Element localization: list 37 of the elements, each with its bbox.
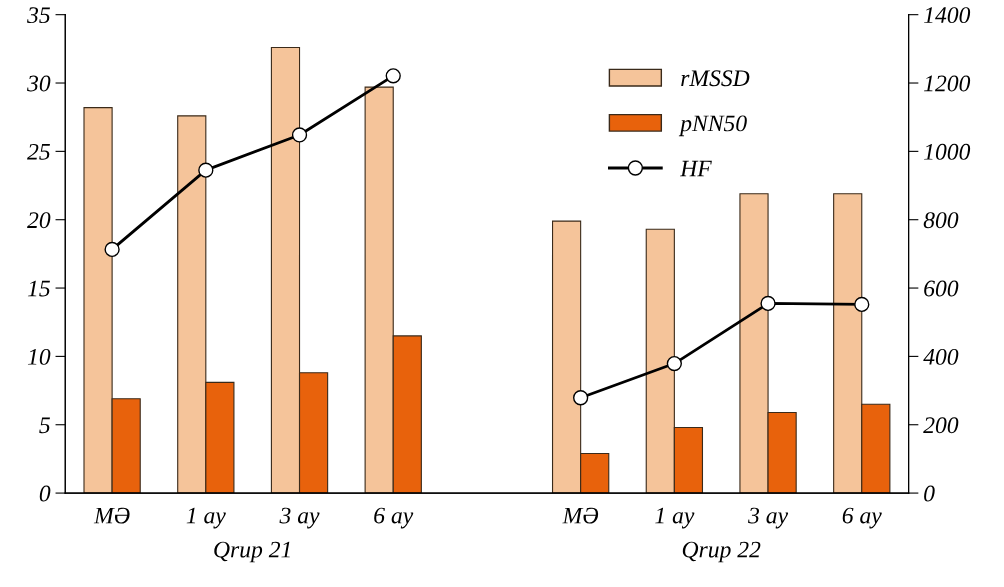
x-tick-label: 1 ay [655, 507, 695, 529]
y2-tick-label: 1000 [924, 143, 971, 160]
point [104, 241, 120, 258]
y-tick-label: 20 [27, 212, 51, 229]
point [291, 127, 308, 143]
y2-tick-label: 800 [923, 212, 959, 229]
y-tick-label: 35 [27, 7, 50, 24]
text: Qrup 22 [682, 541, 761, 563]
y-tick-label: 5 [39, 417, 50, 434]
x-tick-label: MƏ [93, 507, 130, 524]
point [198, 162, 214, 178]
y-tick-label: 30 [27, 75, 51, 92]
point [385, 68, 401, 84]
point [854, 296, 870, 313]
x-tick-label: MƏ [562, 507, 599, 524]
x-tick-label: 6 ay [842, 507, 882, 529]
y2-tick-label: 600 [924, 280, 959, 297]
legend-label: rMSSD [681, 70, 750, 87]
x-tick-label: 6 ay [374, 507, 414, 529]
legend-label: HF [679, 160, 712, 177]
point [666, 355, 682, 372]
y-tick-label: 15 [27, 280, 50, 297]
y-tick-label: 0 [39, 485, 51, 502]
y-tick-label: 10 [27, 348, 51, 365]
y2-tick-label: 200 [923, 417, 959, 434]
y2-tick-label: 1200 [924, 75, 971, 92]
text: Qrup 21 [214, 541, 290, 563]
point [573, 390, 589, 406]
y-tick-label: 25 [27, 143, 50, 160]
point [760, 295, 776, 312]
y2-tick-label: 0 [924, 485, 935, 502]
x-tick-label: 1 ay [186, 507, 226, 529]
y2-tick-label: 1400 [924, 7, 971, 24]
x-tick-label: 3 ay [279, 507, 320, 529]
x-tick-label: 3 ay [748, 507, 789, 529]
legend-label: pNN50 [678, 115, 747, 137]
y2-tick-label: 400 [923, 348, 959, 365]
